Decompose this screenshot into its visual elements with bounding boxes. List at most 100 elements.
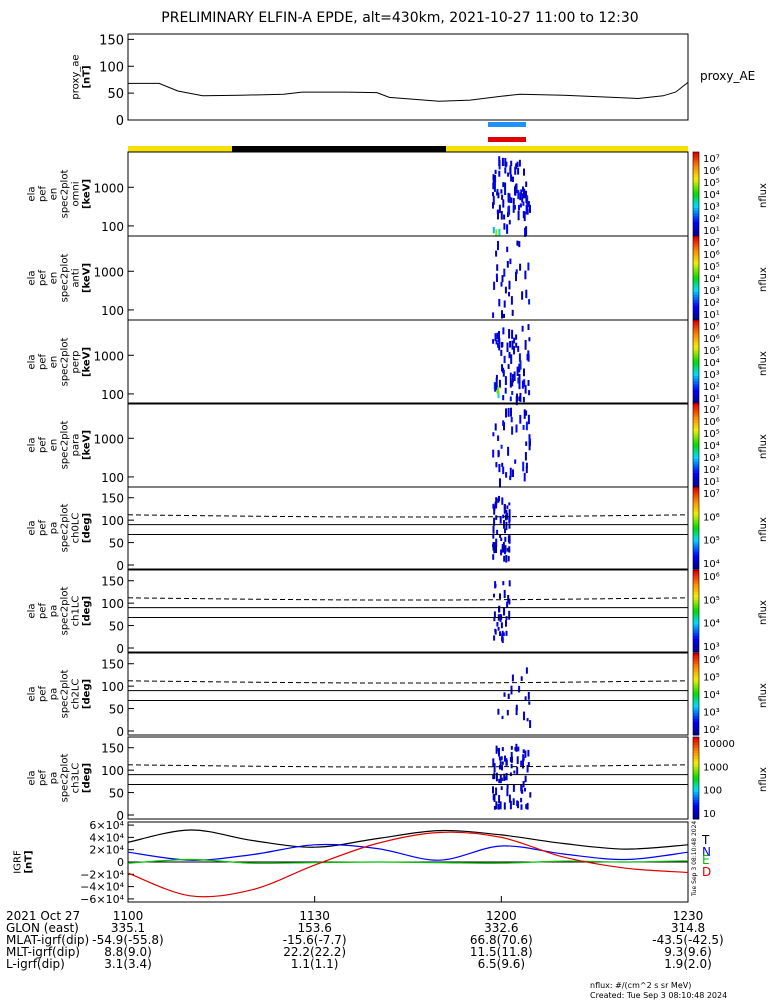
colorbar-segment	[693, 552, 699, 556]
colorbar-tick-label: 10	[703, 809, 716, 820]
colorbar-frame	[692, 569, 700, 653]
colorbar-segment	[693, 336, 699, 341]
y-axis-label-line: [deg]	[82, 596, 93, 626]
spectrum-pixel	[492, 432, 495, 437]
spectrum-pixel	[501, 275, 504, 283]
y-axis-label-line: [keV]	[82, 430, 93, 460]
pitch-pixel	[492, 774, 495, 780]
colorbar-segment	[693, 205, 699, 209]
spectrum-pixel	[508, 291, 510, 297]
pitch-ylabel: ela pef pa spec2plot ch2LC [deg]	[27, 670, 93, 719]
colorbar-segment	[693, 191, 699, 195]
pitch-pixel	[507, 555, 510, 562]
spectrum-pixel	[527, 380, 530, 386]
pitch-pixel	[493, 617, 496, 622]
x-axis-row-value: 11.5(11.8)	[470, 945, 533, 959]
spectrum-frame	[127, 402, 689, 488]
pitch-pixel	[503, 508, 506, 514]
colorbar-segment	[693, 280, 699, 285]
colorbar-segment	[693, 630, 699, 634]
colorbar-segment	[693, 641, 699, 645]
spectrum-pixel	[512, 198, 515, 205]
colorbar-tick-label: 10⁴	[703, 274, 720, 285]
pitch-pixel	[492, 542, 495, 551]
spectrum-ylabel: ela pef en spec2plot para [keV]	[27, 421, 93, 470]
pitch-colorbar: 10⁶ 10⁵ 10⁴ 10³ 10²	[692, 652, 720, 736]
colorbar-segment	[693, 533, 699, 537]
colorbar-segment	[693, 616, 699, 620]
colorbar-segment	[693, 549, 699, 554]
colorbar-tick-label: 10⁶	[703, 655, 720, 666]
pitch-pixel	[507, 693, 510, 699]
anti-loss-cone-line	[127, 597, 689, 601]
spectrum-pixel	[523, 188, 525, 199]
colorbar-segment	[693, 353, 699, 357]
pitch-pixel	[508, 580, 511, 587]
colorbar-segment	[693, 224, 699, 229]
colorbar-tick-label: 10⁵	[703, 673, 720, 684]
spectrum-pixel	[523, 169, 525, 176]
spectrum-pixel	[509, 167, 512, 174]
x-axis-row-value: 22.2(22.2)	[283, 945, 346, 959]
y-axis-label-line: ch1LC	[71, 596, 82, 627]
spectrum-pixel	[511, 340, 514, 350]
spectrum-pixel	[511, 426, 514, 435]
colorbar-tick-label: 10⁷	[703, 154, 720, 165]
pitch-pixel	[492, 534, 495, 539]
y-axis-label-line: en	[49, 356, 60, 369]
spectrum-pixel	[495, 273, 498, 278]
pitch-pixel	[515, 743, 518, 752]
pitch-pixel	[499, 761, 502, 766]
x-axis-row-value: 332.6	[484, 921, 518, 935]
spectrum-pixel	[527, 262, 530, 271]
spectrum-pixel	[521, 325, 524, 332]
colorbar-segment	[693, 813, 699, 817]
spectrum-pixel	[516, 240, 519, 246]
colorbar-segment	[693, 589, 699, 593]
colorbar-segment	[693, 745, 699, 749]
pitch-pixel	[499, 756, 502, 762]
colorbar-segment	[693, 188, 699, 192]
y-axis-label-line: IGRF	[13, 850, 24, 874]
spectrum-pixel	[499, 478, 501, 488]
spectrum-pixel	[515, 424, 518, 433]
colorbar-segment	[693, 580, 699, 585]
y-axis-label-line: ela	[27, 270, 38, 285]
colorbar-tick-label: 10⁷	[703, 405, 720, 416]
colorbar-tick-label: 10⁷	[703, 322, 720, 333]
colorbar-segment	[693, 453, 699, 457]
science-zone-red-bar	[488, 137, 526, 142]
igrf-tick-label: 4×10⁴	[89, 831, 124, 844]
pitch-pixel	[504, 528, 506, 534]
spectrum-pixel	[492, 182, 495, 190]
pitch-pixel	[508, 794, 511, 803]
pitch-pixel	[498, 495, 500, 502]
pitch-pixel	[506, 788, 509, 797]
spectrum-pixel	[492, 174, 495, 181]
pitch-pixel	[527, 749, 530, 757]
colorbar-tick-label: 10³	[703, 708, 720, 719]
pitch-marks	[492, 495, 511, 563]
colorbar-segment	[693, 544, 699, 548]
spectrum-pixel	[492, 227, 495, 234]
colorbar-tick-label: 10¹	[703, 394, 720, 405]
pitch-marks	[492, 743, 532, 810]
pitch-pixel	[505, 620, 507, 627]
spectrum-pixel	[526, 209, 529, 215]
spectrum-pixel	[503, 422, 505, 431]
colorbar-tick-label: 10⁴	[703, 690, 720, 701]
x-axis-row-value: 8.8(9.0)	[104, 945, 152, 959]
colorbar-title: nflux	[758, 683, 769, 708]
spectrum-pixel	[500, 444, 503, 449]
pitch-pixel	[524, 775, 527, 783]
pitch-pixel	[504, 536, 507, 542]
spectrum-pixel	[502, 327, 505, 335]
pitch-pixel	[520, 676, 523, 681]
spectrum-pixel	[524, 384, 527, 394]
spectrum-pixel	[524, 452, 527, 461]
colorbar-segment	[693, 503, 699, 507]
colorbar-segment	[693, 322, 699, 327]
spectrum-pixel	[496, 276, 498, 282]
